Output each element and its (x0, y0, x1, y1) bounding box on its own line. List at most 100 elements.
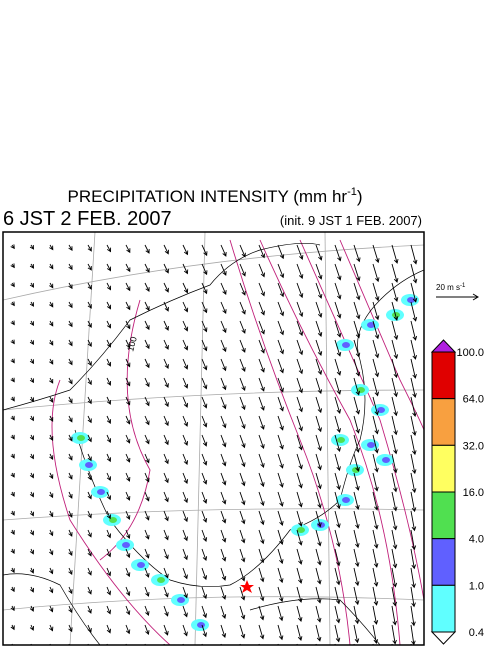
wind-arrow (144, 605, 150, 616)
wind-arrow (29, 510, 34, 517)
map-layers: 100 (3, 232, 424, 645)
wind-arrow (353, 396, 361, 415)
wind-arrow (87, 567, 92, 576)
wind-arrow (258, 358, 265, 373)
wind-arrow (258, 377, 265, 392)
wind-arrow (87, 453, 92, 462)
wind-arrow (10, 453, 15, 459)
wind-arrow (163, 529, 169, 541)
wind-arrow (220, 434, 227, 448)
lat-line (3, 508, 424, 521)
wind-arrow (391, 244, 399, 264)
wind-arrow (391, 567, 398, 588)
wind-arrow (334, 320, 342, 338)
wind-arrow (315, 529, 322, 547)
wind-arrow (10, 358, 15, 364)
wind-arrow (10, 396, 15, 402)
wind-arrow (87, 605, 92, 614)
wind-arrow (68, 377, 73, 385)
wind-arrow (49, 491, 54, 499)
wind-arrow (372, 301, 380, 321)
wind-arrow (315, 339, 323, 357)
wind-arrow (125, 510, 131, 520)
wind-arrow (239, 548, 246, 563)
wind-arrow (391, 491, 398, 512)
wind-arrow (29, 320, 34, 326)
map-background (3, 232, 424, 645)
wind-arrow (277, 244, 285, 260)
wind-arrow (277, 320, 285, 336)
precip-moderate (377, 407, 385, 413)
wind-arrow (277, 624, 284, 641)
wind-arrow (182, 396, 189, 408)
wind-arrow (296, 567, 303, 584)
wind-arrow (372, 453, 379, 473)
colorbar-label: 0.4 (469, 627, 484, 639)
wind-arrow (277, 586, 284, 603)
wind-arrow (125, 396, 131, 406)
wind-arrow (296, 377, 304, 394)
wind-arrow (277, 358, 284, 374)
wind-arrow (182, 605, 188, 618)
wind-arrow (163, 320, 169, 331)
wind-arrow (220, 510, 227, 524)
wind-arrow (201, 339, 208, 352)
wind-arrow (296, 263, 304, 280)
lon-line (194, 232, 206, 645)
wind-arrow (144, 624, 150, 636)
wind-arrow (334, 396, 342, 414)
wind-arrow (391, 339, 399, 360)
wind-arrow (144, 377, 150, 388)
wind-arrow (391, 548, 398, 569)
wind-arrow (49, 320, 54, 327)
wind-arrow (334, 567, 341, 586)
wind-arrow (258, 263, 266, 278)
wind-arrow (163, 396, 169, 408)
precip-moderate (407, 297, 415, 303)
wind-arrow (201, 282, 208, 295)
wind-arrow (220, 339, 227, 353)
wind-arrow (144, 586, 150, 597)
wind-arrow (29, 415, 34, 422)
wind-arrow (239, 339, 246, 353)
wind-arrow (410, 548, 417, 570)
wind-arrow (391, 396, 398, 417)
wind-arrow (315, 320, 323, 337)
wind-arrow (220, 244, 227, 257)
wind-arrow (220, 529, 227, 543)
wind-arrow (201, 263, 208, 276)
wind-arrow (182, 358, 189, 370)
wind-arrow (182, 320, 189, 332)
wind-arrow (144, 434, 150, 445)
precip-moderate (85, 462, 93, 468)
wind-arrow (10, 605, 15, 612)
wind-arrow (277, 396, 284, 412)
wind-arrow (353, 301, 361, 320)
wind-arrow (125, 320, 131, 330)
wind-arrow (29, 358, 34, 365)
wind-arrow (68, 586, 73, 595)
wind-arrow (49, 548, 54, 556)
wind-arrow (125, 453, 131, 463)
wind-arrow (258, 472, 265, 488)
wind-arrow (10, 548, 15, 555)
wind-arrow (49, 282, 54, 289)
wind-arrow (315, 301, 323, 318)
wind-arrow (277, 491, 284, 507)
wind-arrow (29, 396, 34, 403)
wind-arrow (182, 548, 188, 561)
wind-arrow (10, 415, 15, 421)
wind-arrow (315, 453, 322, 471)
title-sup: -1 (347, 186, 357, 198)
wind-arrow (201, 320, 208, 333)
wind-arrow (125, 358, 131, 368)
wind-arrow (10, 282, 15, 288)
wind-arrow (201, 567, 208, 581)
star-marker (240, 580, 254, 593)
wind-arrow (220, 624, 227, 639)
wind-arrow (372, 472, 379, 492)
wind-arrow (125, 472, 131, 482)
colorbar-segment (431, 491, 456, 540)
wind-arrow (87, 339, 92, 348)
